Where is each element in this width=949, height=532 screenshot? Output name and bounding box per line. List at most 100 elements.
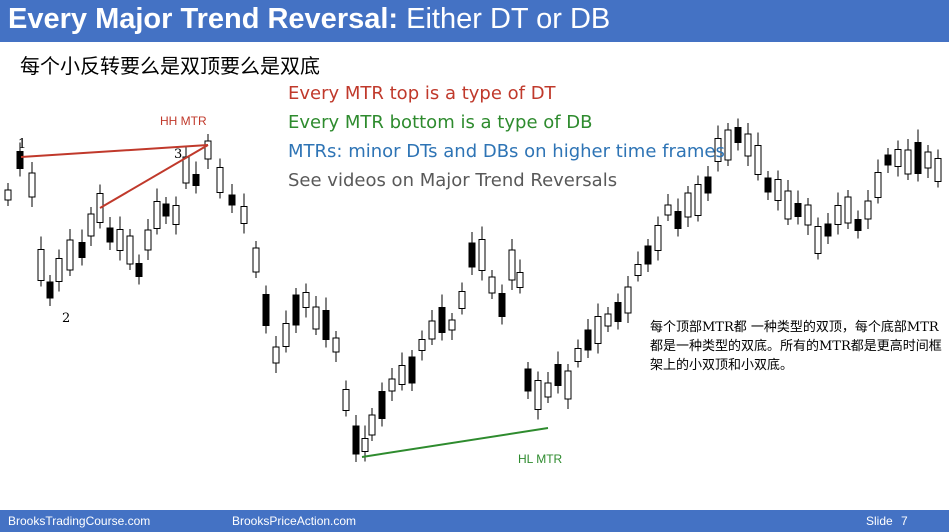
candle-body bbox=[854, 219, 862, 231]
candle-body bbox=[55, 258, 63, 282]
candle-body bbox=[874, 172, 882, 198]
candle-body bbox=[624, 286, 632, 314]
candle-body bbox=[644, 245, 652, 265]
candle-body bbox=[894, 149, 902, 167]
candle-body bbox=[4, 189, 12, 201]
hl-mtr-label: HL MTR bbox=[518, 452, 563, 466]
candle-body bbox=[418, 339, 426, 351]
candle-body bbox=[544, 382, 552, 398]
candle-body bbox=[135, 263, 143, 277]
candle-body bbox=[342, 389, 350, 411]
candle-body bbox=[554, 364, 562, 386]
candle-body bbox=[78, 242, 86, 258]
candle-body bbox=[534, 380, 542, 410]
candle-body bbox=[87, 213, 95, 237]
candle-body bbox=[172, 205, 180, 225]
candle-body bbox=[144, 229, 152, 251]
candle-body bbox=[332, 337, 340, 353]
candle-body bbox=[488, 276, 496, 294]
slide-number: Slide 7 bbox=[866, 514, 908, 528]
candle-body bbox=[744, 133, 752, 157]
slide-title-rest: Either DT or DB bbox=[398, 3, 611, 35]
candle-body bbox=[654, 225, 662, 251]
candle-body bbox=[272, 346, 280, 364]
note-mtr-top: Every MTR top is a type of DT bbox=[288, 83, 556, 104]
candle-body bbox=[694, 184, 702, 216]
footer-site-2[interactable]: BrooksPriceAction.com bbox=[232, 514, 357, 528]
candle-body bbox=[106, 227, 114, 243]
price-chart: 1 2 3 HH MTR HL MTR bbox=[4, 114, 942, 466]
swing-label-3: 3 bbox=[174, 147, 182, 162]
slide-subtitle: 每个小反转要么是双顶要么是双底 bbox=[20, 54, 320, 78]
note-mtr-minor: MTRs: minor DTs and DBs on higher time f… bbox=[288, 141, 725, 162]
candle-body bbox=[508, 249, 516, 281]
candle-body bbox=[884, 154, 892, 166]
slide-number-value: 7 bbox=[901, 514, 908, 528]
candle-body bbox=[126, 235, 134, 265]
candle-body bbox=[398, 365, 406, 385]
candle-body bbox=[16, 151, 24, 169]
candle-body bbox=[368, 414, 376, 436]
candle-body bbox=[192, 174, 200, 186]
candle-body bbox=[574, 348, 582, 362]
candle-body bbox=[864, 200, 872, 220]
candle-body bbox=[216, 167, 224, 193]
note-see-videos: See videos on Major Trend Reversals bbox=[288, 170, 618, 191]
note-mtr-bottom: Every MTR bottom is a type of DB bbox=[288, 112, 593, 133]
candle-body bbox=[46, 281, 54, 299]
candle-body bbox=[824, 223, 832, 237]
candlesticks bbox=[4, 118, 942, 462]
candle-body bbox=[302, 292, 310, 308]
candle-body bbox=[240, 206, 248, 224]
candle-body bbox=[564, 370, 572, 400]
hl-mtr-line bbox=[361, 427, 549, 458]
chinese-note: 每个顶部MTR都 一种类型的双顶，每个底部MTR都是一种类型的双底。所有的MTR… bbox=[650, 320, 942, 373]
candle-body bbox=[594, 316, 602, 344]
candle-body bbox=[322, 310, 330, 340]
candle-body bbox=[664, 204, 672, 216]
candle-body bbox=[614, 302, 622, 322]
hh-mtr-line bbox=[99, 144, 209, 209]
candle-body bbox=[428, 320, 436, 340]
candle-body bbox=[448, 319, 456, 331]
candle-body bbox=[262, 294, 270, 326]
candle-body bbox=[28, 172, 36, 198]
candle-body bbox=[684, 192, 692, 218]
candle-body bbox=[182, 156, 190, 184]
candle-body bbox=[378, 391, 386, 419]
candle-body bbox=[458, 291, 466, 309]
candle-body bbox=[834, 205, 842, 225]
title-bar: Every Major Trend Reversal: Either DT or… bbox=[0, 0, 949, 42]
candle-body bbox=[468, 242, 476, 268]
footer-site-1[interactable]: BrooksTradingCourse.com bbox=[8, 514, 151, 528]
candle-body bbox=[704, 176, 712, 194]
candle-body bbox=[754, 145, 762, 175]
candle-body bbox=[794, 203, 802, 217]
candle-body bbox=[774, 179, 782, 201]
candle-body bbox=[784, 190, 792, 220]
candle-body bbox=[162, 203, 170, 217]
candle-body bbox=[228, 194, 236, 206]
hh-mtr-label: HH MTR bbox=[160, 114, 207, 128]
candle-body bbox=[764, 177, 772, 193]
candle-body bbox=[804, 204, 812, 226]
candle-body bbox=[37, 249, 45, 281]
candle-body bbox=[914, 142, 922, 174]
candle-body bbox=[438, 307, 446, 333]
candle-body bbox=[714, 138, 722, 162]
candle-body bbox=[734, 127, 742, 143]
candle-body bbox=[478, 239, 486, 271]
footer-bar: BrooksTradingCourse.com BrooksPriceActio… bbox=[0, 510, 949, 532]
candle-body bbox=[352, 425, 360, 455]
candle-body bbox=[604, 313, 612, 327]
candle-body bbox=[292, 294, 300, 326]
slide-number-label: Slide bbox=[866, 514, 893, 528]
candle-body bbox=[584, 329, 592, 351]
candle-body bbox=[724, 129, 732, 161]
candle-body bbox=[498, 293, 506, 317]
candle-body bbox=[116, 229, 124, 251]
swing-label-1: 1 bbox=[18, 137, 26, 152]
candle-body bbox=[924, 151, 932, 169]
slide-title: Every Major Trend Reversal: Either DT or… bbox=[8, 3, 610, 36]
swing-label-2: 2 bbox=[62, 311, 70, 326]
